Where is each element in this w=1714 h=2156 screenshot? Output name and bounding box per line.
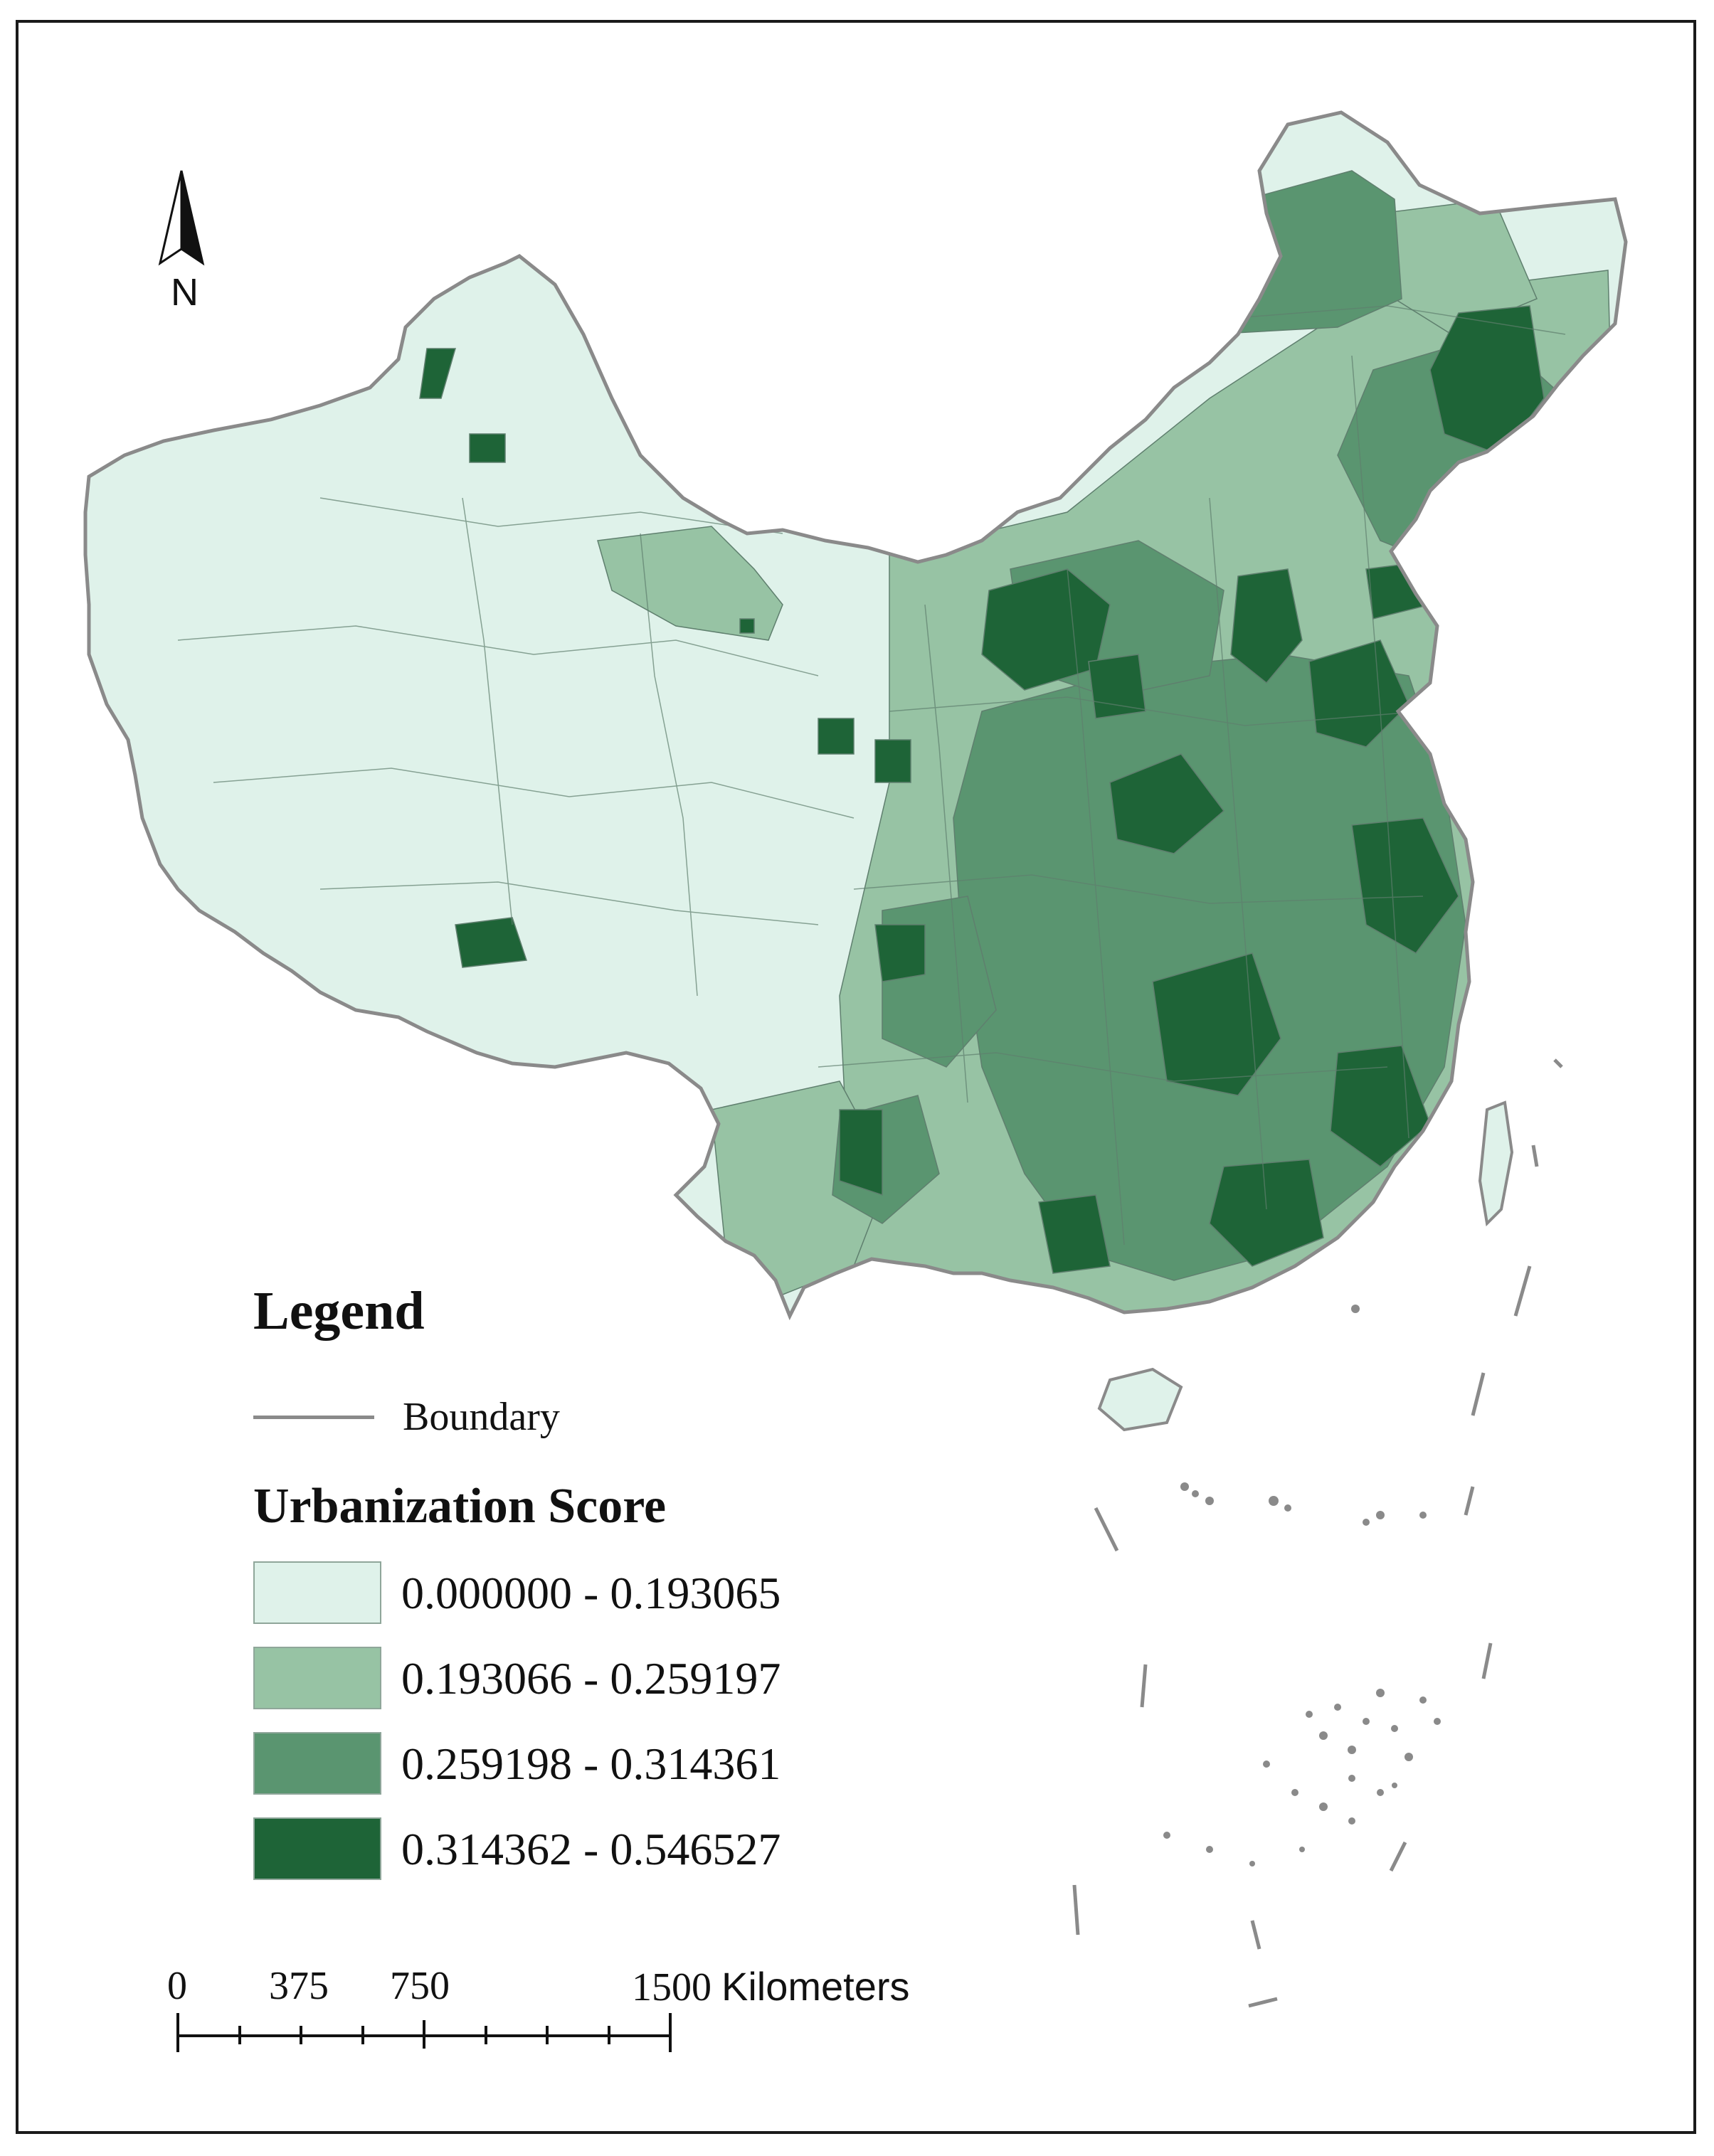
region-class-4-gansu-1 [818, 718, 855, 755]
region-class-4-jiangsu [1351, 817, 1459, 954]
scale-label-0: 0 [167, 1964, 187, 2008]
legend-title: Legend [253, 1281, 425, 1341]
scale-bar: 0 375 750 1500 Kilometers [164, 1963, 910, 2056]
south-china-sea-features [1072, 1058, 1563, 2008]
region-class-4-shandong [1308, 639, 1409, 748]
legend-swatch-3 [253, 1732, 381, 1795]
hainan-island [1097, 1367, 1183, 1432]
region-class-4-guangdong [1209, 1159, 1324, 1267]
scale-label-1500: 1500 [632, 1965, 711, 2009]
urbanization-score-title: Urbanization Score [253, 1479, 667, 1534]
region-class-4-shanxi [1088, 654, 1146, 719]
boundary-label: Boundary [403, 1395, 560, 1439]
south-china-sea-islets [1163, 1305, 1441, 1866]
region-class-3-heilongjiang [1180, 170, 1402, 335]
scale-label-750: 750 [390, 1964, 450, 2008]
legend-range-4: 0.314362 - 0.546527 [401, 1824, 781, 1874]
region-class-4-guangxi [1038, 1194, 1111, 1274]
region-class-4-guizhou [839, 1109, 883, 1196]
scale-label-375: 375 [269, 1964, 329, 2008]
legend-range-1: 0.000000 - 0.193065 [401, 1568, 781, 1618]
scale-bar-ruler [176, 2013, 672, 2052]
scale-unit-label: Kilometers [721, 1964, 910, 2009]
north-arrow-label: N [171, 271, 199, 314]
region-class-4-sichuan [874, 924, 926, 982]
legend-swatch-2 [253, 1647, 381, 1709]
region-class-4-xinjiang-1 [419, 348, 456, 399]
region-class-4-gansu-2 [874, 739, 911, 783]
region-class-4-hebei [1230, 568, 1303, 684]
region-class-4-henan [1109, 753, 1225, 854]
scale-label-1500-kilometers: 1500 Kilometers [632, 1963, 910, 2010]
region-class-2-northwest [597, 526, 783, 641]
region-class-4-xinjiang-2 [469, 433, 506, 463]
region-class-4-tibet [455, 917, 528, 968]
region-class-4-qinghai [739, 618, 755, 634]
north-arrow-icon [158, 170, 205, 266]
internal-boundaries [177, 305, 1566, 1246]
boundary-line-symbol [253, 1416, 374, 1419]
legend-range-2: 0.193066 - 0.259197 [401, 1653, 781, 1704]
legend-swatch-1 [253, 1561, 381, 1624]
legend-swatch-4 [253, 1817, 381, 1880]
region-class-4-zhejiang [1330, 1045, 1431, 1167]
taiwan-island [1478, 1100, 1514, 1227]
legend-range-3: 0.259198 - 0.314361 [401, 1738, 781, 1789]
